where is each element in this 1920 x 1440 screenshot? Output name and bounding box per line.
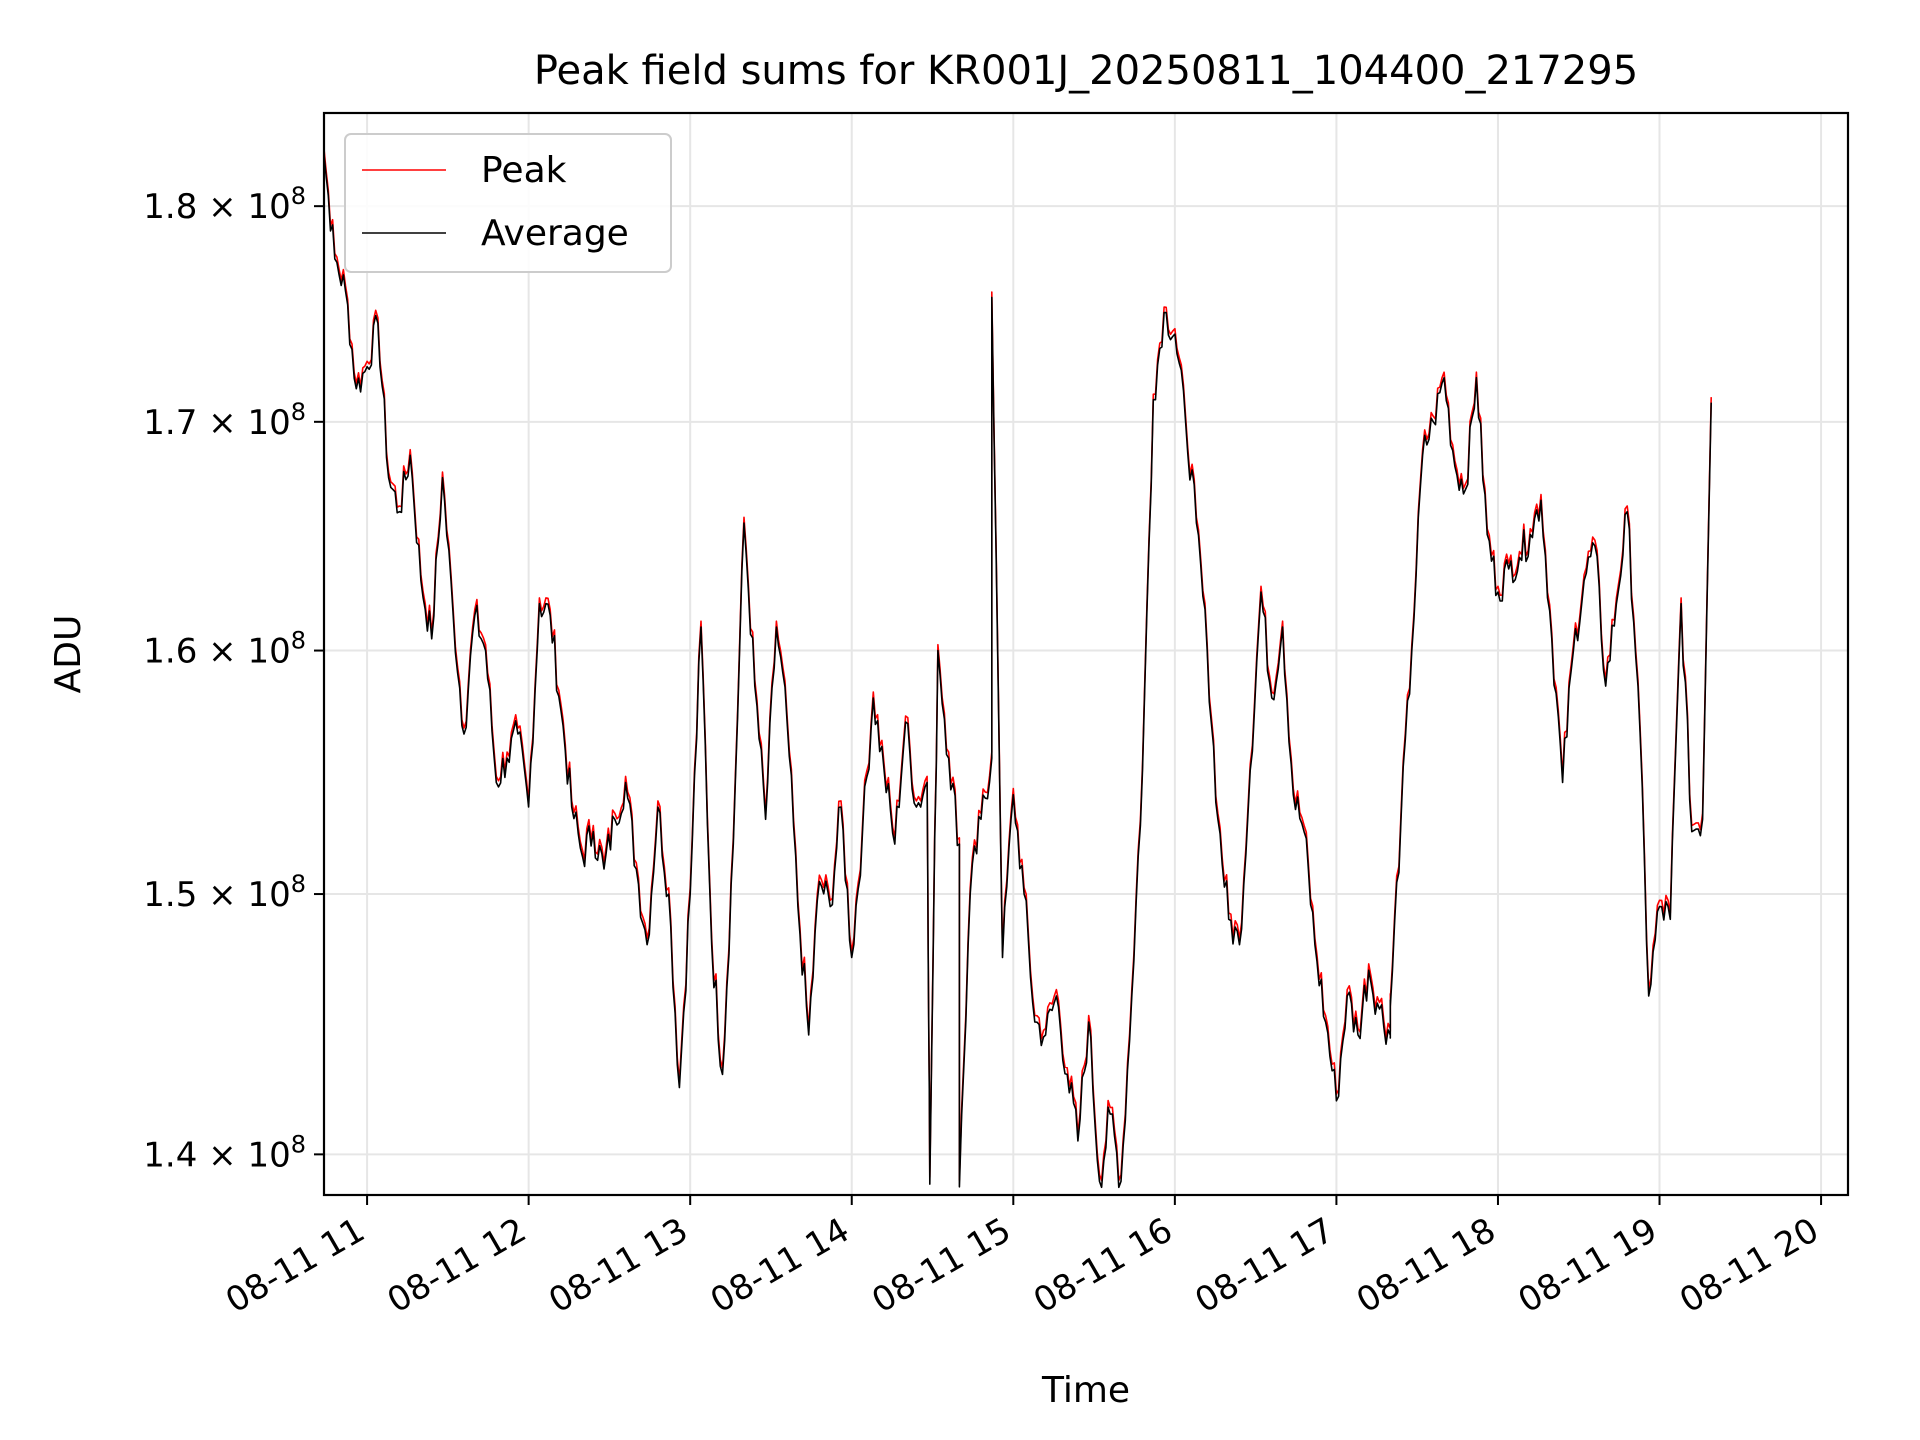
legend-label-peak: Peak — [481, 150, 567, 191]
y-axis: 1.4 × 108 1.5 × 108 1.6 × 108 1.7 × 108 1.8 … — [143, 182, 324, 1175]
y-tick-label: 1.7 × 108 — [143, 398, 306, 443]
grid — [324, 113, 1848, 1195]
legend: Peak Average — [344, 133, 672, 273]
plot-lines — [323, 146, 1712, 1189]
y-tick-label: 1.6 × 108 — [143, 627, 306, 672]
series-line-average — [323, 151, 1712, 1189]
y-tick-label: 1.4 × 108 — [143, 1130, 306, 1175]
y-axis-label: ADU — [48, 615, 89, 694]
y-tick-label: 1.8 × 108 — [143, 182, 306, 227]
legend-box — [344, 133, 672, 273]
chart-title: Peak field sums for KR001J_20250811_1044… — [534, 48, 1638, 94]
x-axis-label: Time — [1041, 1370, 1130, 1411]
y-tick-label: 1.5 × 108 — [143, 870, 306, 915]
legend-label-average: Average — [481, 213, 629, 254]
plot-frame — [322, 111, 1850, 1197]
